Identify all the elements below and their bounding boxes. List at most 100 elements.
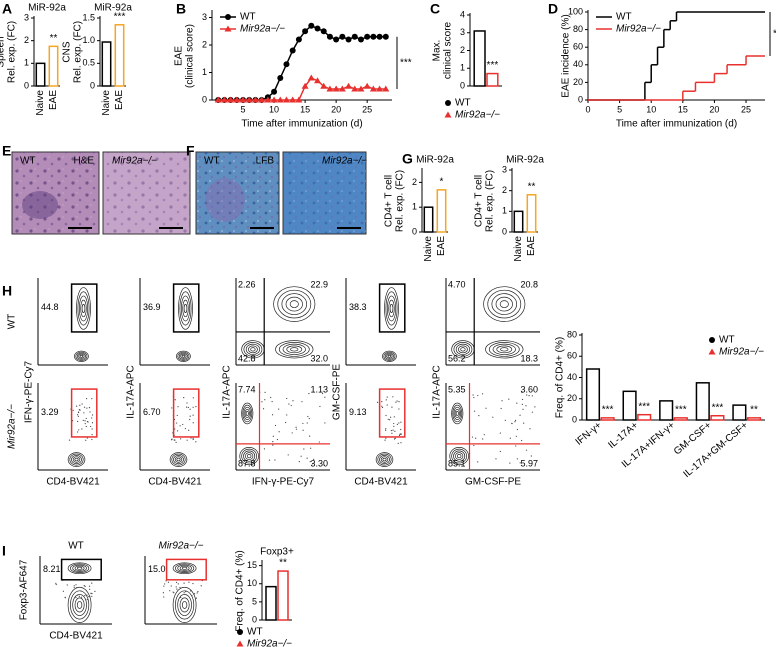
contour — [246, 453, 252, 459]
flow-y-label: IL-17A-APC — [222, 365, 233, 418]
event-dot — [473, 444, 475, 447]
chart-title: MiR-92a — [506, 155, 544, 166]
contour — [449, 447, 469, 466]
marker — [251, 96, 259, 103]
event-dot — [309, 461, 311, 463]
event-dot — [89, 588, 91, 590]
marker — [282, 96, 290, 103]
gate-frequency: 15.0 — [148, 564, 166, 574]
legend-label: Mir92a−/− — [247, 639, 292, 647]
y-tick-label: 1.0 — [82, 35, 95, 45]
event-dot — [393, 425, 395, 427]
event-dot — [521, 403, 523, 405]
contour — [78, 295, 89, 322]
x-tick-label: 20 — [709, 104, 719, 114]
event-dot — [291, 432, 293, 434]
significance: *** — [400, 58, 412, 69]
bar — [746, 417, 762, 421]
y-axis-label: Spleen — [0, 36, 7, 67]
contour — [386, 295, 397, 322]
marker — [326, 33, 333, 40]
contour — [382, 457, 387, 462]
contour — [171, 453, 186, 466]
marker — [351, 85, 359, 92]
event-dot — [516, 458, 518, 460]
chart-title: Foxp3+ — [260, 547, 294, 558]
contour — [245, 343, 261, 355]
contour — [500, 347, 509, 352]
bar — [622, 390, 637, 421]
marker — [370, 33, 377, 40]
contour — [379, 455, 390, 465]
marker — [271, 88, 278, 95]
event-dot — [91, 428, 93, 430]
event-dot — [396, 400, 398, 402]
event-dot — [185, 590, 187, 593]
event-dot — [191, 595, 193, 597]
event-dot — [91, 414, 94, 416]
significance: ** — [750, 405, 758, 416]
bar — [423, 206, 434, 233]
event-dot — [169, 590, 171, 592]
marker — [382, 85, 390, 92]
event-dot — [170, 585, 172, 587]
legend-label: WT — [616, 12, 632, 23]
legend-label: WT — [455, 98, 471, 109]
event-dot — [183, 592, 185, 594]
legend-label: WT — [240, 12, 256, 23]
significance: *** — [638, 401, 650, 412]
panel-letter: D — [548, 1, 558, 17]
y-tick-label: 0 — [502, 226, 507, 236]
panel-letter: F — [186, 143, 195, 159]
gate — [172, 388, 200, 438]
event-dot — [200, 585, 202, 587]
marker — [270, 96, 278, 103]
gate — [70, 388, 98, 438]
contour — [241, 402, 254, 425]
event-dot — [292, 400, 294, 402]
event-dot — [531, 411, 534, 413]
contour — [175, 563, 195, 573]
contour — [244, 408, 250, 418]
bar — [513, 210, 524, 233]
contour — [245, 452, 254, 460]
event-dot — [176, 414, 178, 417]
y-axis-label: Rel. exp. (FC) — [485, 170, 496, 232]
y-tick-label: 0 — [24, 80, 29, 90]
contour — [382, 350, 397, 362]
contour — [179, 291, 192, 326]
event-dot — [175, 586, 177, 588]
event-dot — [381, 401, 383, 403]
event-dot — [87, 421, 89, 423]
event-dot — [508, 398, 510, 400]
event-dot — [319, 405, 321, 408]
quadrant-frequency: 20.8 — [520, 279, 538, 289]
event-dot — [83, 585, 85, 587]
y-tick-label: 20 — [573, 77, 583, 87]
event-dot — [525, 405, 527, 407]
event-dot — [189, 408, 191, 410]
y-tick-label: 100 — [568, 6, 583, 16]
y-tick-label: 1.5 — [82, 12, 95, 22]
event-dot — [88, 585, 91, 587]
y-axis-label: CNS — [62, 41, 73, 62]
y-tick-label: 2 — [460, 45, 465, 55]
event-dot — [514, 419, 517, 421]
contour — [389, 303, 394, 313]
contour — [74, 597, 85, 613]
bar — [486, 72, 499, 87]
x-tick-label: 5 — [617, 104, 622, 114]
x-axis-label: Time after immunization (d) — [241, 119, 362, 130]
y-tick-label: 3 — [502, 164, 507, 174]
event-dot — [175, 441, 177, 444]
event-dot — [286, 414, 288, 416]
event-dot — [91, 582, 93, 584]
legend-marker — [445, 100, 451, 106]
event-dot — [173, 592, 175, 594]
contour — [455, 411, 459, 416]
y-axis-label: Max. — [432, 40, 443, 62]
event-dot — [91, 595, 93, 597]
event-dot — [189, 415, 191, 417]
event-dot — [392, 429, 394, 431]
event-dot — [55, 582, 57, 584]
